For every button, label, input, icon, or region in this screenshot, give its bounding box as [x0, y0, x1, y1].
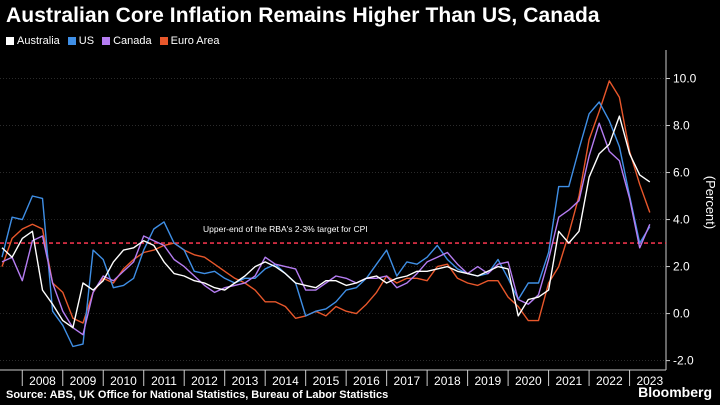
x-tick-label: 2010 — [110, 374, 137, 388]
x-tick-label: 2021 — [555, 374, 582, 388]
legend-item-australia: Australia — [6, 35, 60, 47]
x-tick-label: 2013 — [232, 374, 259, 388]
x-tick-label: 2023 — [636, 374, 663, 388]
x-tick-label: 2018 — [434, 374, 461, 388]
x-tick-label: 2016 — [353, 374, 380, 388]
legend-label-euro-area: Euro Area — [170, 35, 220, 47]
legend-swatch-euro-area — [159, 37, 168, 45]
series-line-canada — [1, 122, 651, 336]
x-tick-label: 2008 — [29, 374, 56, 388]
x-tick-label: 2017 — [394, 374, 421, 388]
legend-swatch-canada — [102, 37, 111, 45]
target-annotation: Upper-end of the RBA's 2-3% target for C… — [203, 224, 368, 234]
legend-item-us: US — [67, 35, 95, 47]
x-tick-label: 2020 — [515, 374, 542, 388]
chart-title: Australian Core Inflation Remains Higher… — [6, 4, 600, 27]
x-tick-label: 2015 — [313, 374, 340, 388]
legend-item-canada: Canada — [102, 35, 152, 47]
legend: Australia US Canada Euro Area — [6, 35, 220, 47]
y-tick-label: 4.0 — [673, 213, 690, 227]
y-axis-label: (Percent) — [703, 176, 718, 229]
y-tick-label: -2.0 — [673, 354, 694, 368]
bloomberg-logo: Bloomberg — [638, 384, 712, 400]
legend-swatch-australia — [6, 37, 14, 45]
x-tick-label: 2009 — [70, 374, 97, 388]
series-line-us — [1, 101, 651, 348]
legend-swatch-us — [67, 37, 76, 45]
x-tick-label: 2012 — [191, 374, 218, 388]
legend-item-euro-area: Euro Area — [159, 35, 220, 47]
x-tick-label: 2011 — [151, 374, 177, 388]
x-tick-label: 2019 — [475, 374, 502, 388]
y-tick-label: 2.0 — [673, 260, 690, 274]
x-tick-label: 2022 — [596, 374, 623, 388]
legend-label-us: US — [78, 35, 95, 47]
series-line-euro-area — [1, 80, 651, 324]
source-note: Source: ABS, UK Office for National Stat… — [6, 389, 389, 401]
legend-label-canada: Canada — [113, 35, 152, 47]
x-tick-label: 2014 — [272, 374, 299, 388]
y-tick-label: 6.0 — [673, 166, 690, 180]
series-line-australia — [1, 115, 651, 329]
y-tick-label: 0.0 — [673, 307, 690, 321]
legend-label-australia: Australia — [17, 35, 60, 47]
y-tick-label: 10.0 — [673, 72, 697, 86]
y-tick-label: 8.0 — [673, 119, 690, 133]
